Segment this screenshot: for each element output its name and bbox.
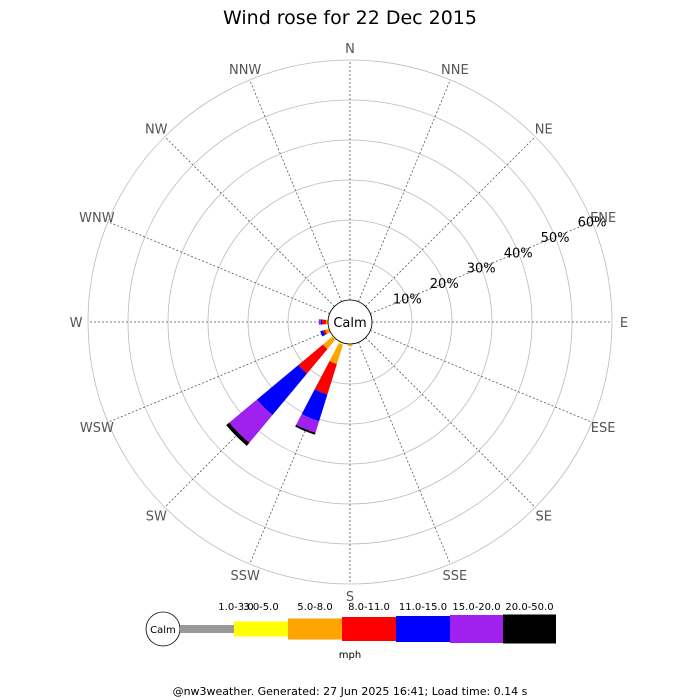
direction-label: NW <box>145 122 168 137</box>
direction-label: SSE <box>442 569 467 584</box>
ring-label: 10% <box>393 292 422 307</box>
ring-label: 30% <box>467 262 496 277</box>
calm-label: Calm <box>333 316 366 331</box>
wind-bar-segment <box>322 319 327 325</box>
wind-bar-segment <box>322 336 336 350</box>
wind-bar-segment <box>347 345 353 347</box>
ring-label: 60% <box>578 216 607 231</box>
grid-spoke <box>358 79 451 302</box>
legend-swatch <box>180 625 234 633</box>
ring-labels: 10% 20% 30% 40% 50% 60% <box>393 216 607 308</box>
grid-spoke <box>370 330 593 423</box>
wind-bar-segment <box>326 319 329 325</box>
legend-calm-label: Calm <box>150 625 176 636</box>
legend-label: 3.0-5.0 <box>243 602 278 613</box>
direction-label: S <box>346 590 354 605</box>
footer-text: @nw3weather. Generated: 27 Jun 2025 16:4… <box>173 685 528 698</box>
wind-bar-segment <box>301 389 328 422</box>
grid-ring <box>87 59 613 585</box>
grid-spoke <box>365 337 536 508</box>
ring-label: 20% <box>430 277 459 292</box>
wind-bar-segment <box>329 343 343 365</box>
legend-label: 15.0-20.0 <box>452 602 500 613</box>
wind-bars <box>226 319 353 446</box>
legend-swatch <box>396 616 450 642</box>
legend-swatch <box>234 621 288 637</box>
legend-label: 20.0-50.0 <box>505 602 553 613</box>
direction-label: SE <box>536 510 552 525</box>
ring-label: 50% <box>541 231 570 246</box>
calm-circle <box>327 299 373 345</box>
wind-bar-segment <box>323 329 327 336</box>
legend-swatch <box>450 615 503 643</box>
direction-label: NE <box>535 122 553 137</box>
grid-spoke <box>370 221 593 314</box>
direction-label: WSW <box>80 421 114 436</box>
wind-bar-segment <box>295 424 316 435</box>
grid-spoke <box>107 221 330 314</box>
direction-label: ENE <box>590 211 616 226</box>
direction-label: WNW <box>79 211 115 226</box>
wind-bar-segment <box>256 365 307 416</box>
direction-label: NNW <box>229 63 261 78</box>
wind-bar-segment <box>320 319 323 325</box>
direction-label: NNE <box>441 63 469 78</box>
direction-label: W <box>70 316 83 331</box>
ring-label: 40% <box>504 246 533 261</box>
direction-label: SW <box>146 510 167 525</box>
wind-bar-segment <box>229 399 273 443</box>
legend-label: 8.0-11.0 <box>348 602 390 613</box>
direction-label: E <box>620 316 628 331</box>
legend-swatch <box>342 617 396 641</box>
direction-label: ESE <box>591 421 616 436</box>
unit-label: mph <box>339 650 361 661</box>
legend-label: 5.0-8.0 <box>297 602 332 613</box>
grid-spoke <box>365 136 536 307</box>
legend-label: 11.0-15.0 <box>399 602 447 613</box>
direction-label: SSW <box>230 569 260 584</box>
wind-bar-segment <box>320 330 326 337</box>
wind-bar-segment <box>298 344 328 374</box>
wind-bar-segment <box>226 422 250 446</box>
wind-bar-segment <box>332 336 336 340</box>
grid-spoke <box>249 79 342 302</box>
grid-spoke <box>358 342 451 565</box>
wind-bar-segment <box>296 414 320 433</box>
speed-legend: Calm 1.0-3.03.0-5.0 5.0-8.0 8.0-11.0 11.0-1… <box>145 602 556 647</box>
grid-spoke <box>164 136 335 307</box>
direction-label: N <box>345 42 355 57</box>
legend-swatch <box>288 618 342 640</box>
chart-title: Wind rose for 22 Dec 2015 <box>223 7 477 29</box>
wind-bar-segment <box>338 341 344 345</box>
polar-grid: N NNE NE ENE E ESE SE SSE S SSW SW WSW W WNW NW NNW <box>70 42 629 605</box>
wind-bar-segment <box>318 319 321 325</box>
wind-bar-segment <box>314 360 337 395</box>
legend-label: 1.0-3.0 <box>218 602 253 613</box>
grid-spoke <box>107 330 330 423</box>
calm-center: Calm <box>327 299 373 345</box>
legend-swatch <box>503 614 556 644</box>
